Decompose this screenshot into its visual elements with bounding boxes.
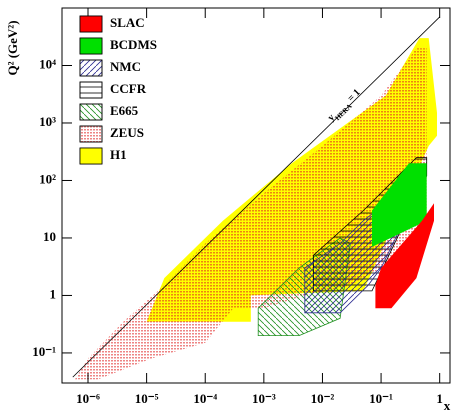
label-part: y — [326, 112, 337, 123]
legend-swatch — [79, 125, 103, 143]
legend-label: H1 — [110, 147, 127, 162]
y-tick-label: 10⁴ — [39, 56, 56, 71]
legend-label: SLAC — [110, 15, 145, 30]
x-tick-label: 10⁻⁶ — [76, 391, 100, 406]
legend-swatch — [79, 59, 103, 77]
legend-swatch — [79, 37, 103, 55]
legend-label: NMC — [110, 59, 141, 74]
x-axis-label: x — [444, 398, 451, 413]
legend-label: BCDMS — [110, 37, 157, 52]
reference-line — [72, 16, 440, 378]
legend-label: E665 — [110, 103, 139, 118]
plot-area — [72, 16, 440, 380]
x-tick-label: 10⁻² — [311, 391, 335, 406]
region — [372, 163, 427, 247]
x-tick-label: 10⁻¹ — [369, 391, 393, 406]
y-tick-label: 10⁻¹ — [32, 344, 56, 359]
region — [75, 48, 427, 380]
legend: SLAC BCDMS NMC CCFR E665 ZEUS H1 — [79, 15, 157, 165]
plot-frame — [61, 7, 451, 384]
y-tick-label: 1 — [50, 286, 57, 301]
legend-label: ZEUS — [110, 125, 144, 140]
x-tick-label: 10⁻⁵ — [135, 391, 159, 406]
y-tick-label: 10² — [39, 171, 56, 186]
x-tick-label: 1 — [436, 391, 443, 406]
y-tick-label: 10³ — [39, 114, 56, 129]
y-axis-label: Q² (GeV²) — [5, 20, 20, 75]
region — [375, 203, 434, 309]
legend-swatch — [79, 15, 103, 33]
legend-swatch — [79, 103, 103, 121]
legend-swatch — [79, 147, 103, 165]
legend-swatch — [79, 81, 103, 99]
x-tick-label: 10⁻⁴ — [193, 391, 217, 406]
y-tick-label: 10 — [43, 229, 56, 244]
x-tick-label: 10⁻³ — [252, 391, 276, 406]
legend-label: CCFR — [110, 81, 147, 96]
